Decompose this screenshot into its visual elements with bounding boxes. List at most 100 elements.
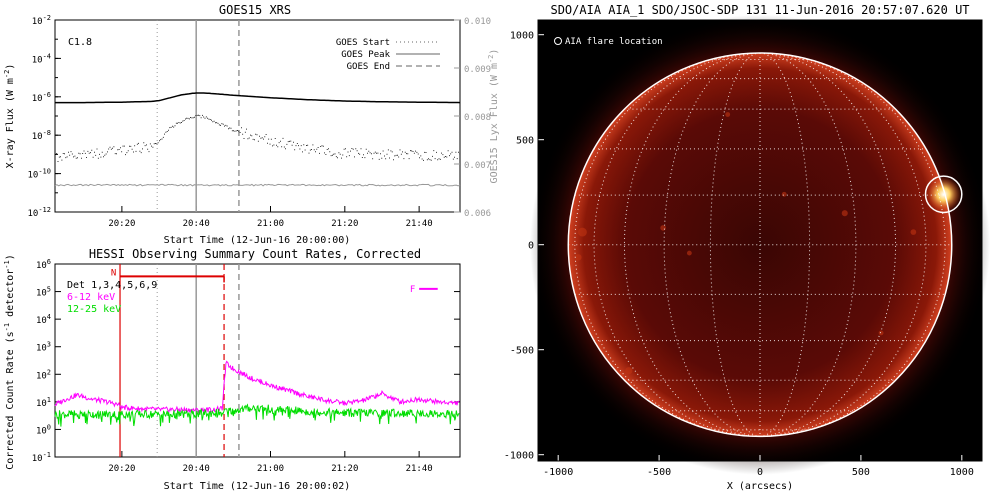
- aia-y-tick-label: 0: [528, 241, 534, 252]
- aia-y-tick-label: -1000: [504, 451, 534, 462]
- goes-markers: [156, 20, 240, 212]
- hessi-markers: [119, 264, 240, 457]
- hessi-6-12-kev-line: [54, 360, 460, 415]
- hessi-y-tick-label: 101: [36, 396, 51, 409]
- sun-flare-bright: [925, 176, 962, 213]
- aia-panel: SDO/AIA AIA_1 SDO/JSOC-SDP 131 11-Jun-20…: [504, 3, 991, 492]
- goes-legend-label: GOES End: [347, 62, 390, 72]
- goes-x-tick-label: 21:40: [406, 219, 433, 229]
- goes-y-tick-label: 10-4: [32, 52, 51, 65]
- sun-coordinate-grid: [568, 52, 952, 437]
- goes-right-tick-label: 0.008: [464, 113, 491, 123]
- goes-panel: GOES15 XRS 10-2 10-4 10-6 10-8 10-10 10-12 0.…: [3, 3, 500, 246]
- aia-y-ticks: -1000 -500 0 500 1000: [504, 31, 544, 462]
- aia-legend-label: AIA flare location: [565, 37, 663, 47]
- hessi-legend-label: Det 1,3,4,5,6,9: [67, 280, 157, 291]
- goes-x-tick-label: 21:00: [257, 219, 284, 229]
- hessi-x-ticks: 20:20 20:40 21:00 21:20 21:40: [108, 451, 433, 474]
- hessi-y-tick-label: 10-1: [32, 451, 51, 464]
- sun-image: [529, 14, 991, 475]
- sun-limb: [567, 52, 953, 438]
- aia-legend-swatch: [554, 37, 562, 45]
- hessi-y-tick-label: 106: [36, 258, 51, 271]
- sun-active-region: [841, 210, 848, 217]
- goes-right-tick-label: 0.010: [464, 17, 491, 27]
- sun-longitude-line: [759, 52, 857, 437]
- sun-disk: [568, 52, 952, 437]
- hessi-plot-frame: [54, 263, 461, 458]
- goes-legend-label: GOES Start: [336, 38, 390, 48]
- hessi-x-tick-label: 20:40: [183, 464, 210, 474]
- goes-right-tick-label: 0.006: [464, 209, 491, 219]
- hessi-night-flag-label: N: [111, 268, 116, 278]
- hessi-y-tick-label: 104: [36, 313, 51, 326]
- hessi-x-tick-label: 21:20: [331, 464, 358, 474]
- sun-active-region: [577, 227, 587, 237]
- goes-annotation: C1.8: [68, 37, 92, 48]
- goes-legend: GOES Start GOES Peak GOES End: [336, 38, 440, 72]
- hessi-panel: HESSI Observing Summary Count Rates, Cor…: [3, 247, 461, 492]
- goes-x-tick-label: 21:20: [331, 219, 358, 229]
- goes-series: [54, 92, 461, 187]
- goes-x-tick-label: 20:40: [183, 219, 210, 229]
- hessi-x-tick-label: 21:00: [257, 464, 284, 474]
- aia-y-tick-label: 500: [516, 136, 534, 147]
- goes-x-ticks: 20:20 20:40 21:00 21:20 21:40: [108, 206, 433, 229]
- aia-x-tick-label: 1000: [950, 467, 974, 478]
- hessi-flare-flag-label: F: [410, 285, 415, 295]
- goes-x-tick-label: 20:20: [108, 219, 135, 229]
- hessi-title: HESSI Observing Summary Count Rates, Cor…: [89, 247, 421, 261]
- hessi-y-tick-label: 103: [36, 341, 51, 354]
- goes-lyman-flux-line: [54, 183, 461, 187]
- hessi-x-tick-label: 20:20: [108, 464, 135, 474]
- sun-active-region: [625, 367, 633, 375]
- goes-y-tick-label: 10-6: [32, 91, 51, 104]
- goes-right-tick-label: 0.009: [464, 65, 491, 75]
- goes-y-tick-label: 10-12: [28, 206, 52, 219]
- hessi-y-ticks: 106 105 104 103 102 101 100 10-1: [32, 258, 460, 464]
- aia-x-tick-label: 0: [757, 467, 763, 478]
- aia-x-tick-label: 500: [852, 467, 870, 478]
- aia-y-tick-label: 1000: [510, 31, 534, 42]
- hessi-y-tick-label: 102: [36, 368, 51, 381]
- goes-legend-label: GOES Peak: [341, 50, 390, 60]
- sun-longitude-line: [663, 52, 761, 437]
- goes-y-label-right: GOES15 Lyx Flux (W m-2): [487, 49, 500, 184]
- goes-y-tick-label: 10-2: [32, 14, 51, 27]
- aia-x-tick-label: -1000: [543, 467, 573, 478]
- goes-long-flux-line: [55, 92, 461, 104]
- goes-y-ticks: 10-2 10-4 10-6 10-8 10-10 10-12: [28, 14, 61, 219]
- hessi-12-25-kev-line: [54, 403, 460, 427]
- goes-right-tick-label: 0.007: [464, 161, 491, 171]
- goes-right-ticks: 0.010 0.009 0.008 0.007 0.006: [454, 17, 491, 219]
- sun-longitude-line: [593, 52, 761, 437]
- aia-x-label: X (arcsecs): [727, 481, 793, 492]
- sun-active-region: [910, 229, 917, 235]
- aia-x-ticks: -1000 -500 0 500 1000: [543, 455, 974, 478]
- hessi-x-tick-label: 21:40: [406, 464, 433, 474]
- aia-x-tick-label: -500: [647, 467, 671, 478]
- aia-plot-frame: [537, 19, 983, 462]
- hessi-y-tick-label: 100: [36, 423, 51, 436]
- goes-short-flux-line: [55, 114, 461, 162]
- hessi-series: [54, 360, 460, 427]
- goes-y-tick-label: 10-10: [28, 168, 52, 181]
- sun-longitude-line: [759, 52, 927, 437]
- sun-active-region: [781, 191, 787, 197]
- sun-active-region: [575, 254, 582, 261]
- hessi-flags: NF: [111, 268, 438, 295]
- goes-x-label: Start Time (12-Jun-16 20:00:00): [164, 235, 351, 246]
- sun-active-region: [686, 250, 692, 256]
- sun-active-region: [725, 112, 731, 117]
- goes-title: GOES15 XRS: [219, 3, 291, 17]
- hessi-y-label: Corrected Count Rate (s-1 detector-1): [3, 254, 16, 470]
- flare-location-circle: [924, 175, 963, 214]
- hessi-x-label: Start Time (12-Jun-16 20:00:02): [164, 481, 351, 492]
- hessi-y-tick-label: 105: [36, 286, 51, 299]
- goes-y-label: X-ray Flux (W m-2): [3, 64, 16, 169]
- aia-legend: AIA flare location: [554, 37, 663, 47]
- hessi-legend-label: 6-12 keV: [67, 292, 115, 303]
- goes-plot-frame: [54, 19, 461, 213]
